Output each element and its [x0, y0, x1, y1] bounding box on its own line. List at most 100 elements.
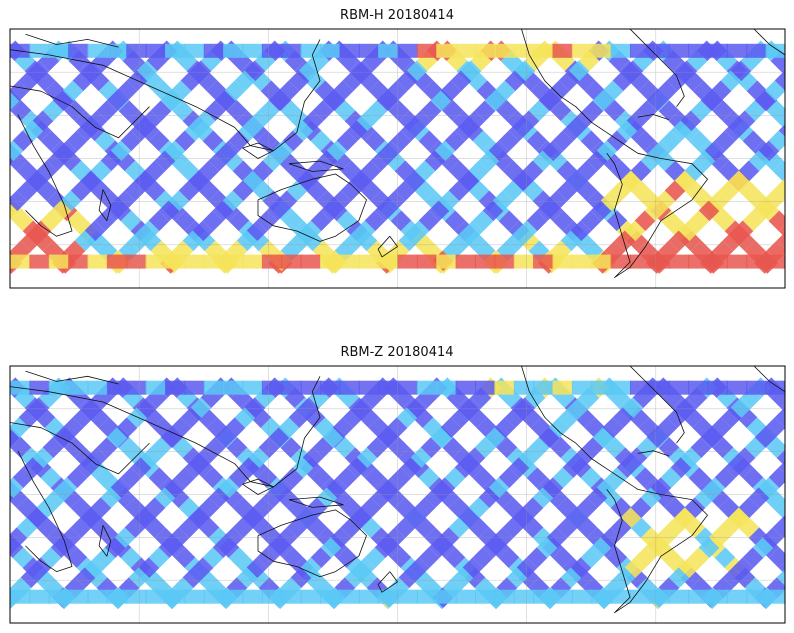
swath-segment	[420, 240, 442, 262]
swath-segment	[742, 210, 764, 232]
swath-segment	[460, 60, 482, 82]
swath-segment	[776, 449, 785, 467]
swath-band-cell	[378, 254, 399, 269]
swath-segment	[62, 80, 84, 102]
swath-segment	[718, 497, 740, 519]
swath-segment	[600, 527, 622, 549]
swath-segment	[542, 140, 564, 162]
swath-segment	[140, 110, 162, 132]
swath-segment	[566, 170, 588, 192]
swath-segment	[660, 210, 682, 232]
swath-segment	[178, 517, 200, 539]
swath-segment	[120, 547, 142, 569]
swath-band-cell	[29, 589, 50, 604]
swath-band-cell	[320, 589, 341, 604]
swath-segment	[0, 473, 2, 483]
swath-segment	[76, 457, 98, 479]
swath-segment	[124, 517, 146, 539]
swath-segment	[666, 70, 688, 92]
swath-segment	[468, 517, 490, 539]
swath-band-cell	[242, 254, 263, 269]
swath-segment	[16, 180, 38, 202]
swath-segment	[654, 527, 676, 549]
swath-segment	[670, 120, 692, 142]
swath-segment	[694, 150, 716, 172]
swath-segment	[638, 417, 660, 439]
swath-segment	[198, 517, 220, 539]
swath-band-cell	[145, 254, 166, 269]
swath-segment	[10, 80, 30, 102]
swath-segment	[278, 417, 300, 439]
swath-band-cell	[571, 589, 593, 604]
swath-segment	[676, 60, 698, 82]
swath-segment	[152, 80, 174, 102]
swath-band-cell	[29, 254, 50, 269]
swath-segment	[266, 537, 288, 559]
coastline	[377, 235, 398, 258]
swath-band-cell	[591, 43, 612, 58]
swath-band-cell	[87, 254, 108, 269]
swath-segment	[342, 70, 364, 92]
swath-segment	[334, 437, 356, 459]
swath-segment	[542, 477, 564, 499]
swath-segment	[552, 130, 574, 152]
swath-band-cell	[630, 43, 651, 58]
swath-segment	[0, 246, 4, 256]
swath-segment	[350, 507, 372, 529]
swath-segment	[434, 477, 456, 499]
swath-segment	[0, 216, 2, 226]
swath-segment	[654, 190, 676, 212]
swath-segment	[690, 240, 712, 262]
swath-segment	[498, 210, 520, 232]
swath-segment	[414, 180, 436, 202]
swath-segment	[668, 567, 690, 589]
swath-band-cell	[126, 254, 147, 269]
swath-segment	[568, 397, 590, 419]
swath-segment	[388, 240, 410, 262]
swath-segment	[64, 240, 86, 262]
swath-segment	[692, 417, 714, 439]
swath-segment	[728, 170, 750, 192]
swath-segment	[634, 467, 656, 489]
swath-segment	[302, 110, 324, 132]
swath-segment	[344, 230, 366, 252]
swath-segment	[56, 140, 78, 162]
swath-band-cell	[106, 254, 128, 269]
swath-segment	[124, 180, 146, 202]
swath-segment	[286, 160, 308, 182]
coastline	[629, 29, 685, 107]
swath-segment	[582, 437, 604, 459]
swath-segment	[406, 60, 428, 82]
swath-segment	[280, 437, 302, 459]
swath-segment	[256, 547, 278, 569]
swath-segment	[32, 110, 54, 132]
swath-band-cell	[436, 43, 457, 58]
swath-segment	[650, 477, 672, 499]
swath-segment	[204, 100, 226, 122]
swath-segment	[492, 527, 514, 549]
swath-segment	[384, 190, 406, 212]
swath-band-cell	[68, 380, 89, 395]
swath-segment	[620, 507, 642, 529]
swath-band-cell	[610, 43, 631, 58]
swath-band-cell	[533, 589, 554, 604]
swath-segment	[592, 427, 614, 449]
swath-segment	[688, 547, 710, 569]
swath-segment	[236, 230, 258, 252]
swath-segment	[698, 200, 720, 222]
swath-segment	[592, 90, 614, 112]
swath-segment	[74, 230, 96, 252]
swath-segment	[522, 160, 544, 182]
swath-segment	[40, 210, 62, 232]
swath-segment	[556, 160, 578, 182]
coastline	[521, 29, 608, 133]
swath-segment	[100, 150, 122, 172]
swath-band-cell	[726, 254, 748, 269]
swath-segment	[376, 90, 398, 112]
swath-segment	[620, 170, 642, 192]
swath-segment	[150, 437, 172, 459]
swath-band-cell	[165, 589, 186, 604]
coastline	[606, 468, 708, 614]
swath-segment	[336, 210, 358, 232]
swath-segment	[150, 240, 172, 262]
